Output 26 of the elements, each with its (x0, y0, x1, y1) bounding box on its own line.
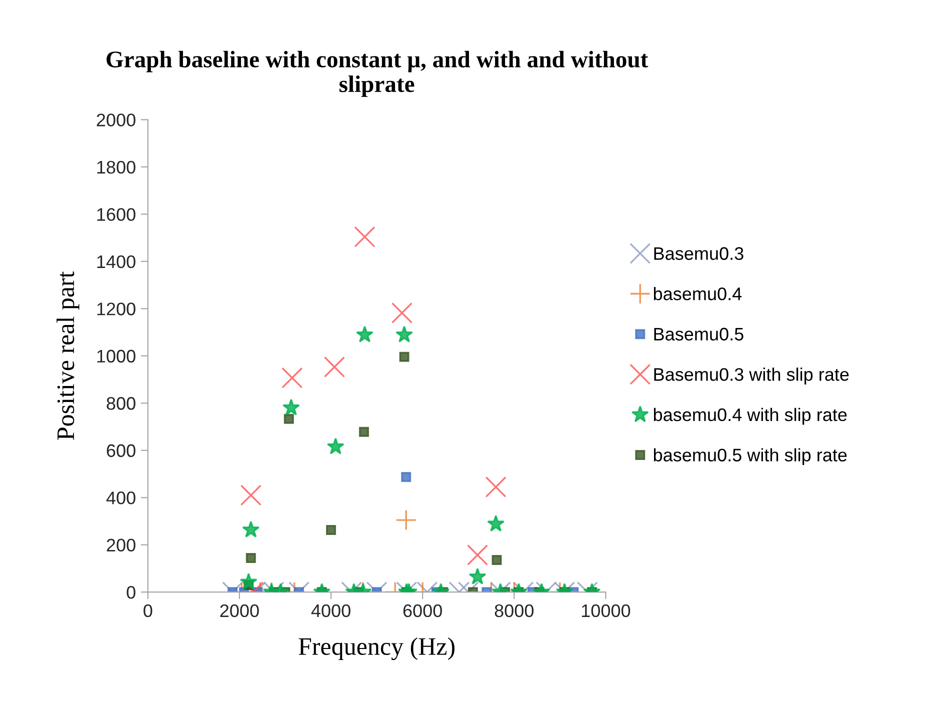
legend-label: Basemu0.3 with slip rate (654, 368, 849, 384)
y-tick-label: 1200 (97, 302, 136, 316)
y-axis-title: Positive real part (56, 271, 80, 440)
y-tick-label: 600 (106, 444, 136, 458)
y-tick-label: 200 (106, 538, 136, 552)
legend-label: Basemu0.5 (654, 328, 744, 341)
legend-label: Basemu0.3 (654, 247, 744, 260)
x-axis-title: Frequency (Hz) (298, 637, 454, 660)
y-tick-label: 400 (106, 492, 136, 504)
x-tick-label: 0 (144, 604, 152, 618)
x-tick-label: 6000 (403, 604, 442, 618)
y-tick-label: 2000 (96, 114, 136, 126)
x-tick-label: 8000 (494, 604, 534, 618)
y-tick-label: 1800 (97, 160, 136, 174)
x-tick-label: 2000 (220, 604, 259, 618)
y-tick-label: 1000 (97, 350, 136, 363)
legend-label: basemu0.4 (654, 287, 742, 300)
legend-label: basemu0.5 with slip rate (654, 448, 847, 466)
y-tick-label: 1600 (97, 208, 136, 221)
y-tick-label: 800 (106, 397, 136, 410)
x-tick-label: 10000 (582, 604, 630, 618)
chart-title: Graph baseline with constant μ, and with and without sliprate (106, 50, 648, 97)
legend-label: basemu0.4 with slip rate (654, 408, 847, 425)
y-tick-label: 0 (126, 586, 136, 599)
x-tick-label: 4000 (311, 604, 350, 618)
y-tick-label: 1400 (97, 255, 136, 268)
